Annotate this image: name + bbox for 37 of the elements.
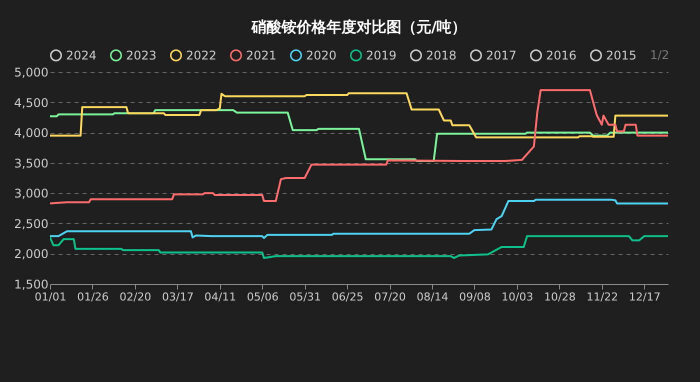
legend-label: 2018 <box>426 48 457 62</box>
legend-label: 2019 <box>366 48 397 62</box>
y-tick-label: 3,500 <box>14 156 48 170</box>
legend-label: 2020 <box>306 48 337 62</box>
y-tick-label: 2,000 <box>14 247 48 262</box>
y-tick-label: 4,000 <box>14 126 48 140</box>
x-tick-label: 10/28 <box>544 290 576 304</box>
x-tick-label: 06/25 <box>332 290 364 304</box>
legend-label: 2024 <box>66 48 97 62</box>
x-tick-label: 05/06 <box>246 290 279 304</box>
text: 1/2 <box>650 48 670 62</box>
x-tick-label: 10/03 <box>502 290 534 304</box>
x-tick-label: 01/26 <box>77 290 109 304</box>
x-tick-label: 01/01 <box>34 290 66 304</box>
legend-label: 2017 <box>486 48 517 62</box>
legend-label: 2021 <box>246 48 277 62</box>
x-tick-label: 05/31 <box>289 290 322 304</box>
y-tick-label: 4,500 <box>14 96 48 110</box>
legend-label: 2015 <box>606 48 637 62</box>
legend-label: 2023 <box>126 48 157 62</box>
x-tick-label: 07/20 <box>374 290 406 304</box>
x-tick-label: 02/20 <box>120 290 152 304</box>
x-tick-label: 03/17 <box>162 290 194 304</box>
x-tick-label: 04/11 <box>204 290 236 304</box>
x-tick-label: 09/08 <box>459 290 491 304</box>
line-series <box>50 235 668 259</box>
line-series <box>50 109 668 162</box>
x-tick-label: 12/17 <box>628 290 661 304</box>
y-tick-label: 5,000 <box>14 66 48 80</box>
legend-label: 2016 <box>546 48 577 62</box>
y-tick-label: 1,500 <box>14 278 48 292</box>
y-tick-label: 3,000 <box>14 186 48 201</box>
x-tick-label: 08/14 <box>416 290 448 304</box>
y-tick-label: 2,500 <box>14 216 48 231</box>
chart-title: 硝酸铵价格年度对比图（元/吨） <box>250 18 467 36</box>
legend-label: 2022 <box>186 48 217 62</box>
x-tick-label: 11/22 <box>586 290 618 304</box>
